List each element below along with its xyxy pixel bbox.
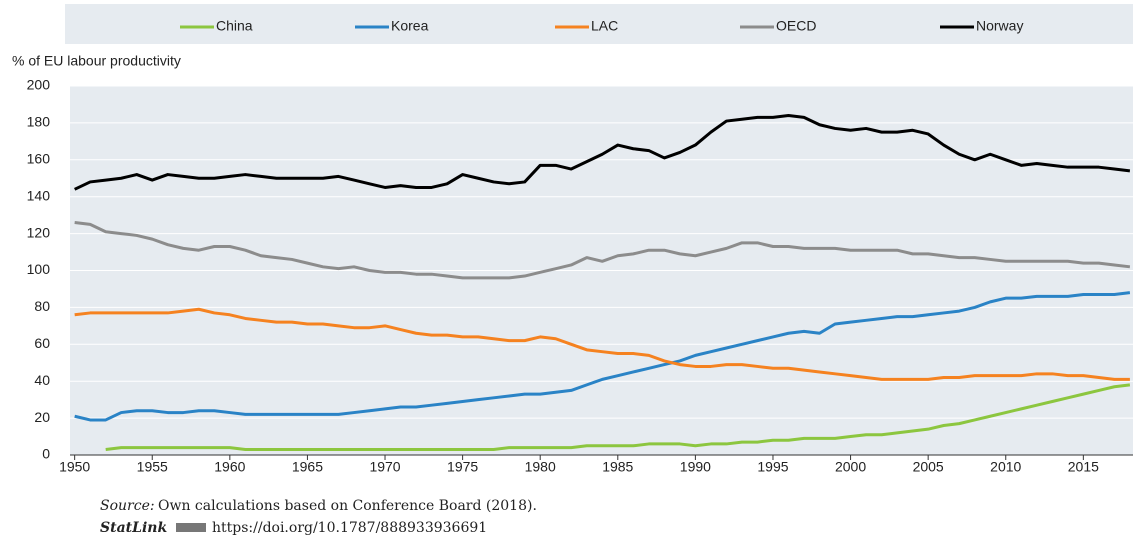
x-tick-label: 1985 — [602, 459, 633, 475]
legend-label: Korea — [391, 18, 429, 34]
y-tick-label: 140 — [27, 187, 51, 203]
x-tick-label: 1970 — [369, 459, 400, 475]
legend-label: OECD — [776, 18, 816, 34]
y-axis-label: % of EU labour productivity — [12, 53, 181, 69]
x-tick-label: 2000 — [835, 459, 866, 475]
legend-band — [65, 4, 1133, 44]
series-line — [74, 114, 1131, 191]
y-tick-label: 160 — [27, 151, 51, 167]
y-tick-label: 40 — [34, 372, 50, 388]
y-tick-label: 60 — [34, 335, 50, 351]
y-tick-label: 0 — [42, 446, 50, 462]
x-tick-label: 2015 — [1068, 459, 1099, 475]
x-tick-label: 1975 — [447, 459, 478, 475]
x-tick-label: 1990 — [680, 459, 711, 475]
source-text: Own calculations based on Conference Boa… — [158, 498, 537, 514]
x-tick-label: 2010 — [990, 459, 1021, 475]
y-tick-label: 80 — [34, 298, 50, 314]
x-tick-label: 1965 — [292, 459, 323, 475]
statlink-icon — [176, 523, 206, 532]
series-line — [74, 307, 1130, 381]
x-tick-label: 1960 — [214, 459, 245, 475]
legend-label: LAC — [591, 18, 618, 34]
y-tick-label: 180 — [27, 114, 51, 130]
legend-label: China — [216, 18, 253, 34]
x-tick-label: 1995 — [757, 459, 788, 475]
statlink-url: https://doi.org/10.1787/888933936691 — [212, 520, 487, 536]
series-line — [105, 383, 1131, 451]
x-tick-label: 1950 — [59, 459, 90, 475]
source-label: Source: — [100, 498, 155, 514]
x-tick-label: 1955 — [137, 459, 168, 475]
series-line — [74, 291, 1131, 422]
x-tick-label: 2005 — [913, 459, 944, 475]
y-tick-label: 100 — [27, 261, 51, 277]
y-tick-label: 20 — [34, 409, 50, 425]
y-tick-label: 200 — [27, 77, 51, 93]
y-tick-label: 120 — [27, 224, 51, 240]
series-line — [74, 221, 1131, 280]
legend-label: Norway — [976, 18, 1023, 34]
statlink-label: StatLink — [100, 520, 167, 536]
x-tick-label: 1980 — [525, 459, 556, 475]
